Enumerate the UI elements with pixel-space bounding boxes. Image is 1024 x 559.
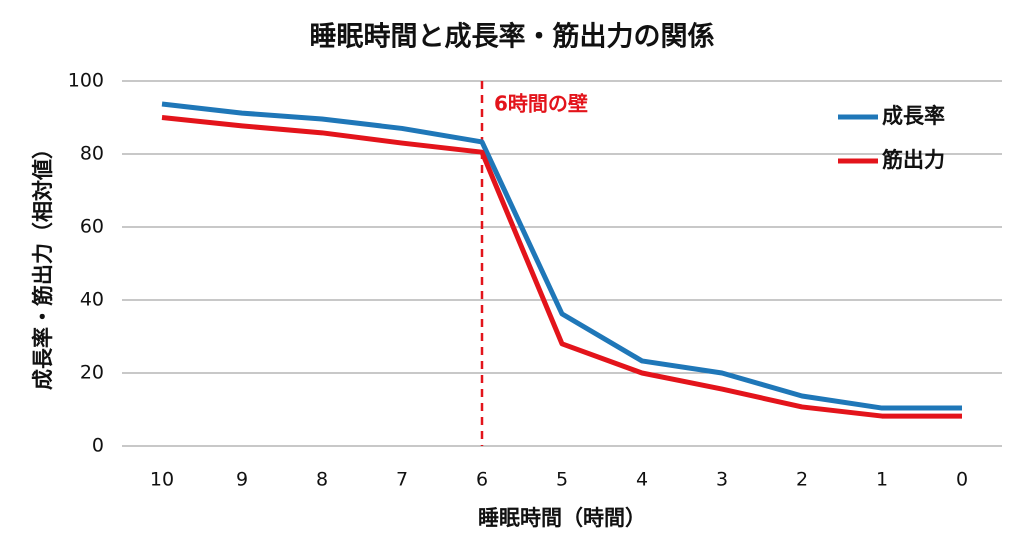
x-tick-label: 3 [716,469,728,491]
y-tick-label: 60 [80,216,104,238]
y-tick-label: 80 [80,143,104,165]
x-tick-label: 7 [396,469,408,491]
y-tick-label: 100 [68,70,104,92]
chart-title: 睡眠時間と成長率・筋出力の関係 [310,21,715,53]
x-tick-label: 8 [316,469,328,491]
y-tick-label: 20 [80,362,104,384]
y-tick-label: 40 [80,289,104,311]
annotation: 6時間の壁 [494,92,588,116]
x-tick-label: 10 [150,469,174,491]
series-line [161,101,962,411]
y-tick-label: 0 [92,435,104,457]
x-tick-label: 9 [236,469,248,491]
x-tick-label: 1 [876,469,888,491]
x-tick-label: 6 [476,469,488,491]
x-tick-label: 4 [636,469,648,491]
x-axis-label: 睡眠時間（時間） [478,506,646,530]
x-tick-label: 5 [556,469,568,491]
legend-label: 筋出力 [881,148,945,172]
x-tick-label: 2 [796,469,808,491]
x-tick-label: 0 [956,469,968,491]
legend-label: 成長率 [882,104,945,128]
y-axis-label: 成長率・筋出力（相対値） [31,138,55,390]
series-line [161,115,962,419]
